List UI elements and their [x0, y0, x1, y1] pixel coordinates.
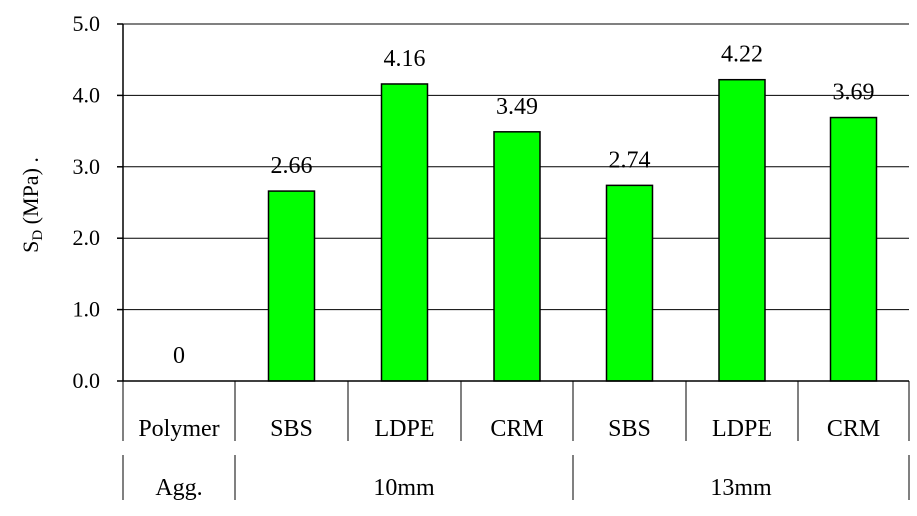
y-tick-label: 1.0 — [73, 297, 101, 322]
value-labels: 0 2.66 4.16 3.49 2.74 4.22 3.69 — [173, 42, 875, 369]
value-label: 2.74 — [609, 147, 651, 173]
y-tick-label: 0.0 — [73, 368, 101, 393]
value-label: 3.49 — [496, 94, 538, 120]
axes — [117, 23, 909, 382]
category-table: Polymer SBS LDPE CRM SBS LDPE CRM Agg. 10mm 13mm — [122, 381, 910, 501]
y-tick-label: 4.0 — [73, 82, 101, 107]
value-label: 3.69 — [833, 80, 875, 106]
group-label: 13mm — [710, 475, 772, 501]
x-category-label: CRM — [490, 416, 543, 442]
x-category-label: LDPE — [375, 416, 435, 442]
group-header-label: Agg. — [155, 475, 202, 501]
bar — [605, 184, 654, 382]
y-tick-label: 5.0 — [73, 11, 101, 36]
bar — [493, 131, 541, 382]
bar — [267, 190, 316, 382]
y-tick-label: 2.0 — [73, 225, 101, 250]
value-label: 4.22 — [721, 42, 763, 68]
value-label: 2.66 — [271, 153, 313, 179]
bar — [380, 83, 429, 382]
bar — [829, 116, 878, 382]
x-category-label: SBS — [608, 416, 651, 442]
x-category-label: Polymer — [138, 416, 219, 442]
y-axis-label: SD (MPa) . — [18, 157, 46, 253]
value-label: 0 — [173, 343, 185, 369]
value-label: 4.16 — [384, 46, 426, 72]
y-tick-label: 3.0 — [73, 154, 101, 179]
x-category-label: LDPE — [712, 416, 772, 442]
bar — [718, 78, 766, 382]
bars — [267, 78, 878, 382]
x-category-label: SBS — [270, 416, 313, 442]
x-category-label: CRM — [827, 416, 880, 442]
y-tick-labels: 0.0 1.0 2.0 3.0 4.0 5.0 — [73, 11, 101, 393]
group-label: 10mm — [373, 475, 435, 501]
